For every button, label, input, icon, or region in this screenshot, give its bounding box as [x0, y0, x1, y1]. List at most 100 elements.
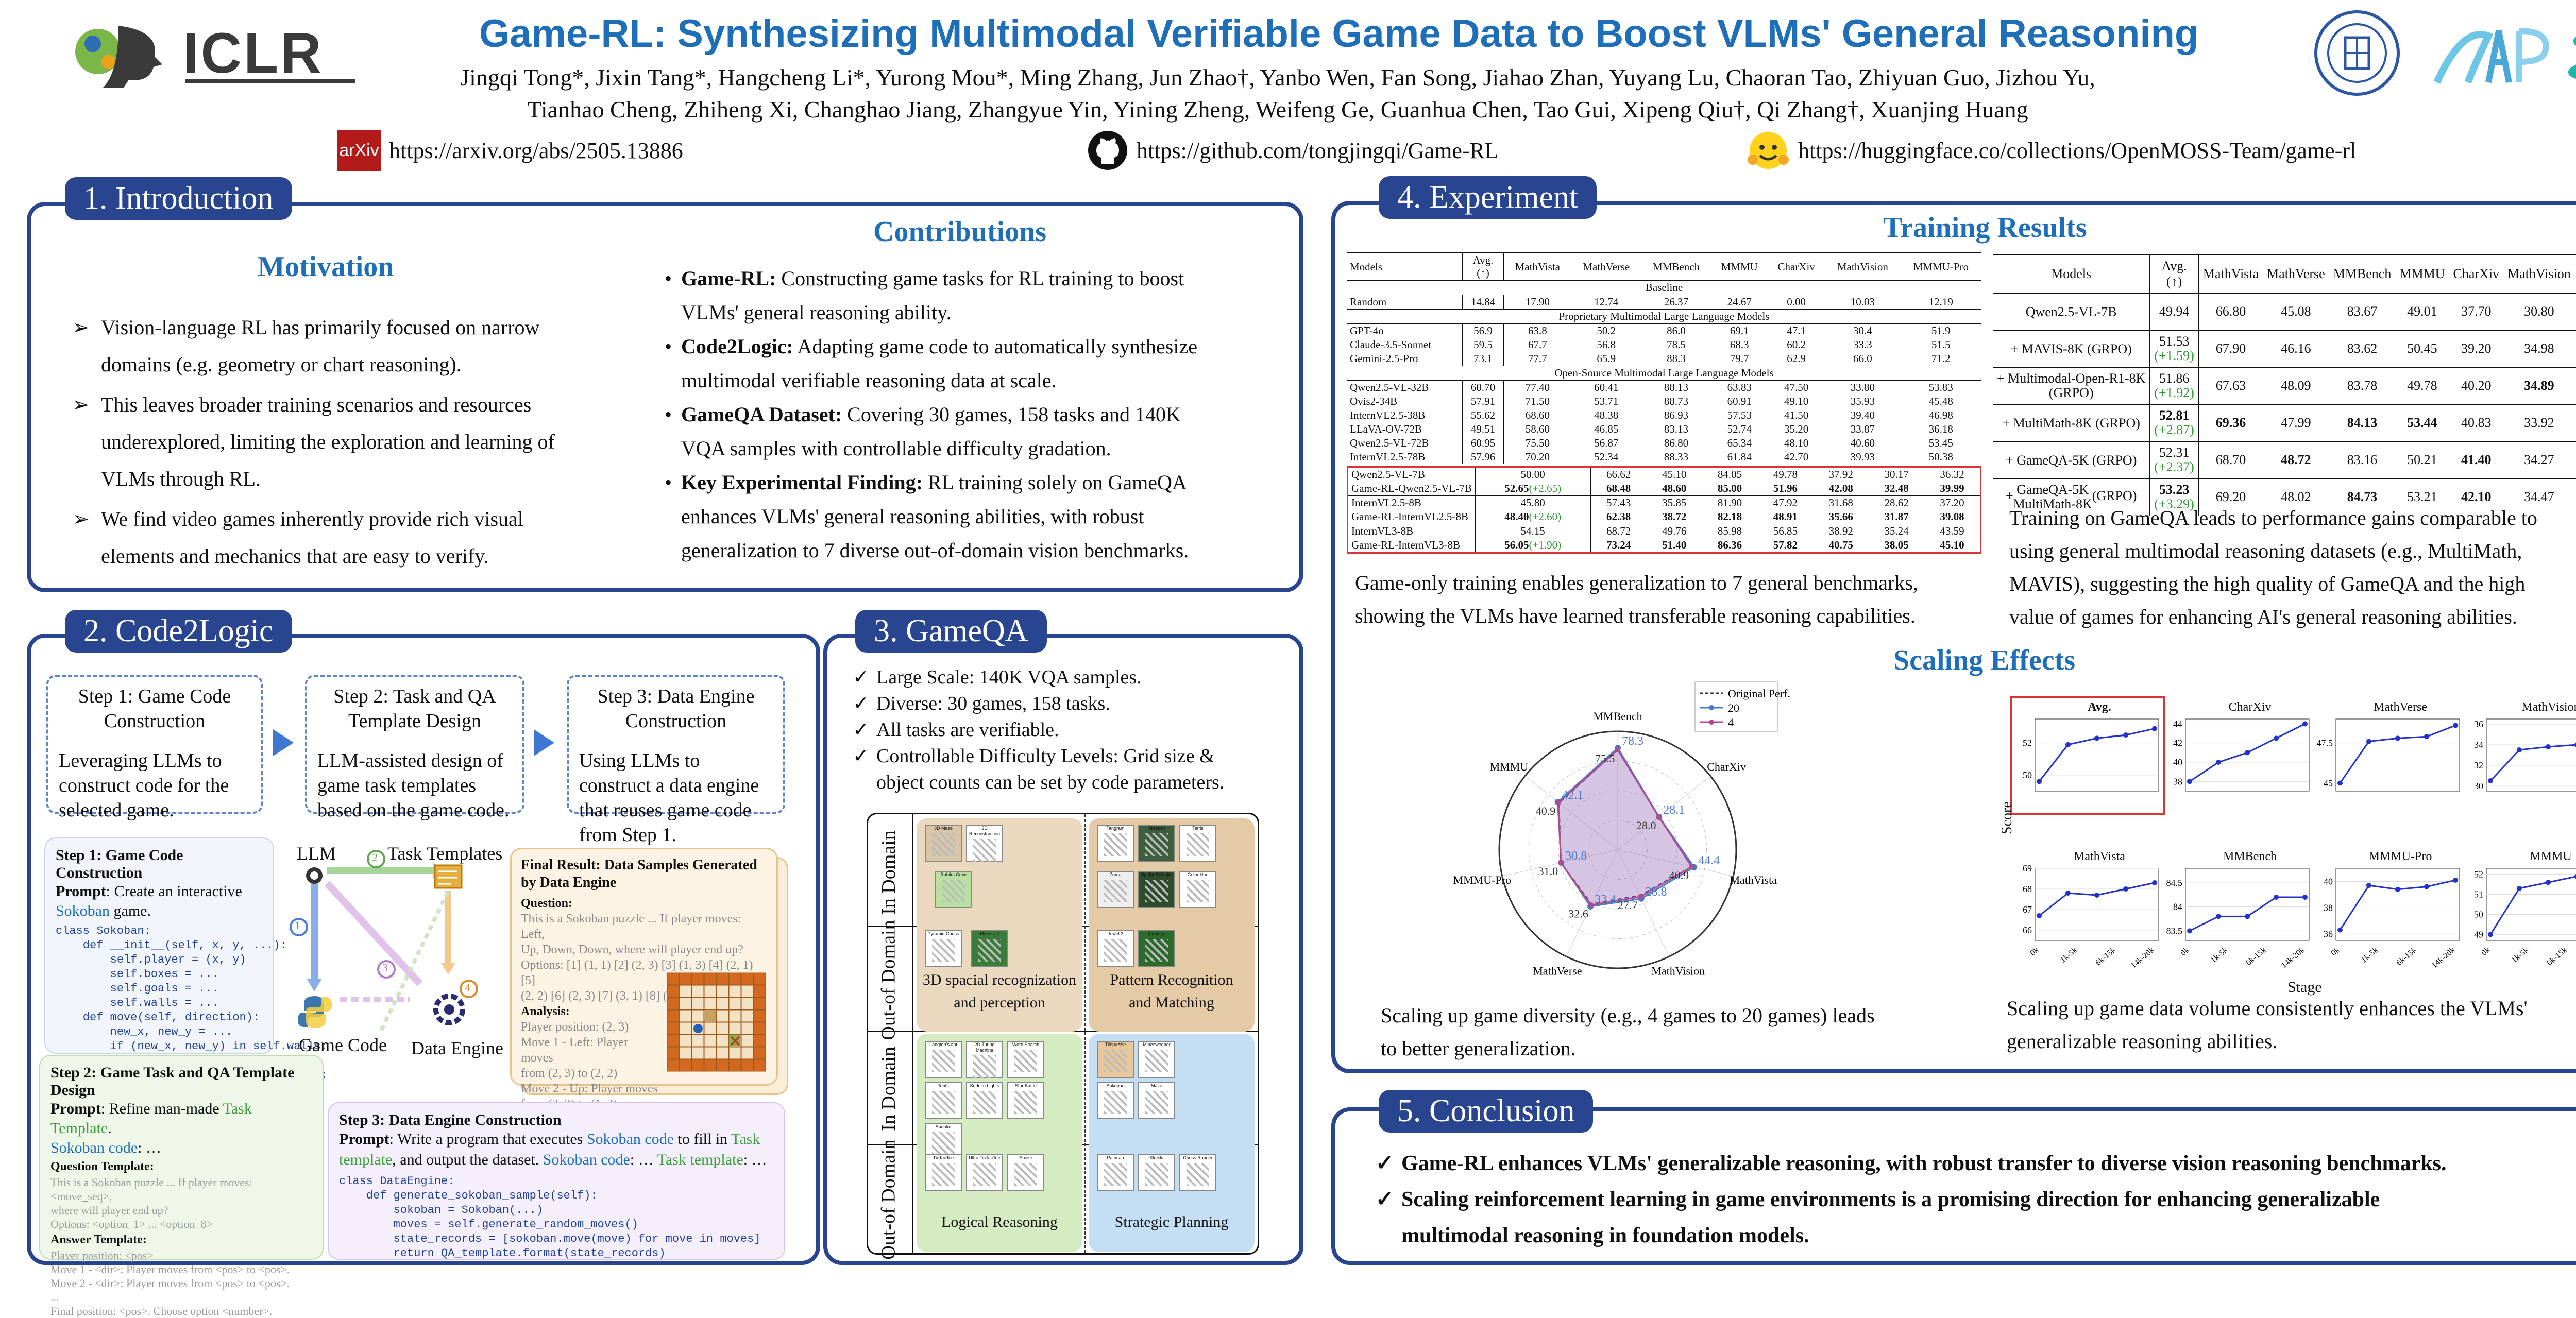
radar-axis — [1524, 776, 1618, 850]
header-cell: MathVerse — [1583, 260, 1630, 273]
cell-value: 47.92 — [1773, 497, 1798, 509]
table-cell: 68.60 — [1503, 408, 1571, 422]
cell-value: 45.10 — [1940, 539, 1964, 551]
llm-label: LLM — [297, 843, 336, 864]
cell-value: InternVL2.5-78B — [1350, 451, 1426, 463]
category-line: Strategic Planning — [1114, 1213, 1229, 1230]
cell-value: 57.96 — [1470, 451, 1496, 463]
mini-ytick: 83.5 — [2166, 926, 2183, 936]
cell-value: 63.8 — [1528, 324, 1547, 337]
caption-line: to better generalization. — [1381, 1037, 1576, 1060]
cell-value: 51.96 — [1773, 482, 1798, 494]
table-cell: 42.10 — [2461, 489, 2492, 504]
mini-chart: MathVision 30 32 34 36 — [2466, 700, 2576, 840]
category-line: 3D spacial recognization — [922, 971, 1077, 988]
table-cell: 40.83 — [2461, 415, 2492, 430]
mini-chart: MathVerse 45 47.5 — [2315, 700, 2465, 840]
table-cell: 73.24 — [1590, 538, 1647, 552]
header-cell: MathVista — [2202, 266, 2259, 281]
cell-value: 12.19 — [1928, 296, 1953, 308]
radar-point-4 — [1689, 864, 1694, 869]
caption-line: using general multimodal reasoning datas… — [2009, 539, 2522, 562]
cell-value: Random — [1350, 296, 1387, 308]
cell-value: 30.4 — [1853, 324, 1872, 337]
mini-point — [2424, 734, 2429, 740]
s3-p4: , and output the dataset. — [392, 1151, 543, 1168]
game-preview-icon — [1145, 880, 1168, 902]
table-cell: 62.9 — [1768, 352, 1825, 366]
game-preview-icon — [973, 1055, 996, 1078]
game-preview-icon — [1187, 833, 1209, 856]
authors-line-1: Jingqi Tong*, Jixin Tang*, Hangcheng Li*… — [460, 64, 2095, 91]
table-cell: 82.18 — [1702, 510, 1758, 524]
row-label-text: In Domain — [878, 830, 900, 915]
arxiv-link[interactable]: arXiv https://arxiv.org/abs/2505.13886 — [337, 130, 683, 171]
mini-ytick: 45 — [2324, 778, 2333, 788]
table-cell: 56.8 — [1571, 338, 1641, 352]
cell-value: 36.18 — [1928, 423, 1953, 435]
cell-value: 61.84 — [1727, 451, 1752, 463]
game-preview-icon — [1145, 939, 1168, 962]
game-thumbnail: Klotski — [1138, 1154, 1175, 1191]
mini-point — [2366, 883, 2371, 888]
game-thumbnail: TicTacToe — [925, 1154, 962, 1191]
avg-cell: 49.94 — [2149, 293, 2199, 330]
mini-point — [2274, 735, 2279, 741]
avg-delta: (+2.87) — [2154, 422, 2194, 437]
table-cell: 35.24 — [1869, 524, 1924, 539]
table-cell: 49.01 — [2407, 304, 2437, 319]
arrow-right-icon — [273, 729, 294, 756]
cell-delta: (+2.65) — [1529, 482, 1562, 494]
table-cell: 35.85 — [1647, 496, 1702, 510]
introduction-panel — [27, 202, 1303, 592]
code-line: self.player = (x, y) — [56, 953, 246, 966]
game-preview-icon — [1145, 1091, 1168, 1114]
table-cell: 86.93 — [1641, 408, 1711, 422]
mini-xtick: 14k-20k — [2129, 946, 2156, 970]
huggingface-url[interactable]: https://huggingface.co/collections/OpenM… — [1798, 138, 2357, 163]
huggingface-link[interactable]: https://huggingface.co/collections/OpenM… — [1747, 130, 2356, 171]
s2-prompt: : Refine man-made — [100, 1100, 223, 1117]
cell-value: 88.73 — [1664, 395, 1689, 407]
table-header-row: Models Avg. (↑) MathVista MathVerse MMBench MM… — [1347, 253, 1981, 281]
avg-delta: (+3.29) — [2154, 497, 2194, 511]
table-cell: 12.19 — [1901, 295, 1981, 310]
contributions-title: Contributions — [873, 216, 1047, 248]
result-title: Final Result: Data Samples Generated by … — [521, 857, 757, 891]
game-thumbnail: Sokoban — [1097, 1082, 1134, 1119]
game-thumbnail: Chess Ranger — [1179, 1154, 1216, 1191]
mini-chart-svg: 30 32 34 36 — [2474, 718, 2576, 792]
s2-title: Step 2: Game Task and QA Template Design — [50, 1064, 295, 1099]
github-url[interactable]: https://github.com/tongjingqi/Game-RL — [1137, 138, 1499, 163]
mini-point — [2546, 880, 2551, 885]
table-row: Ovis2-34B 57.91 71.50 53.71 88.73 60.91 49.10 3… — [1347, 395, 1981, 408]
game-thumbnail: Pacman — [1097, 1154, 1134, 1191]
fudan-seal-icon — [2314, 10, 2400, 96]
game-name: Sokoban — [1106, 1083, 1125, 1088]
s2-task-template: Task Template — [50, 1100, 252, 1137]
gameqa-list: ✓ Large Scale: 140K VQA samples. ✓ Diverse:… — [853, 664, 1296, 796]
mini-point — [2453, 723, 2458, 728]
game-name: Sudoku Lights — [970, 1083, 999, 1088]
table-cell: 30.4 — [1825, 324, 1900, 338]
mini-point — [2245, 914, 2250, 919]
radar-label-20: 42.1 — [1562, 789, 1584, 802]
mini-point — [2366, 739, 2371, 744]
cell-value: 49.51 — [1470, 423, 1496, 435]
conclusion-text: Game-RL enhances VLMs' generalizable rea… — [1401, 1152, 2447, 1175]
table-cell: 83.62 — [2347, 341, 2378, 356]
radar-label-20: 30.8 — [1565, 849, 1587, 863]
table-cell: 60.91 — [1711, 395, 1768, 408]
cell-value: 60.41 — [1594, 381, 1619, 393]
game-name: Color Hue — [1187, 872, 1209, 877]
avg-cell: 51.86 (+1.92) — [2149, 367, 2199, 404]
cell-value: 51.5 — [1931, 338, 1951, 351]
table-row: LLaVA-OV-72B 49.51 58.60 46.85 83.13 52.74 35.… — [1347, 422, 1981, 436]
model-name-line: + Multimodal-Open-R1-8K — [1997, 371, 2146, 386]
gameqa-row-label: Out-of Domain — [868, 920, 909, 1040]
radar-axis-label: MathVerse — [1533, 964, 1582, 977]
github-link[interactable]: https://github.com/tongjingqi/Game-RL — [1087, 130, 1499, 171]
model-cell: + Multimodal-Open-R1-8K (GRPO) — [1993, 367, 2150, 404]
arxiv-url[interactable]: https://arxiv.org/abs/2505.13886 — [389, 138, 683, 163]
code-line: moves = self.generate_random_moves() — [339, 1218, 638, 1231]
